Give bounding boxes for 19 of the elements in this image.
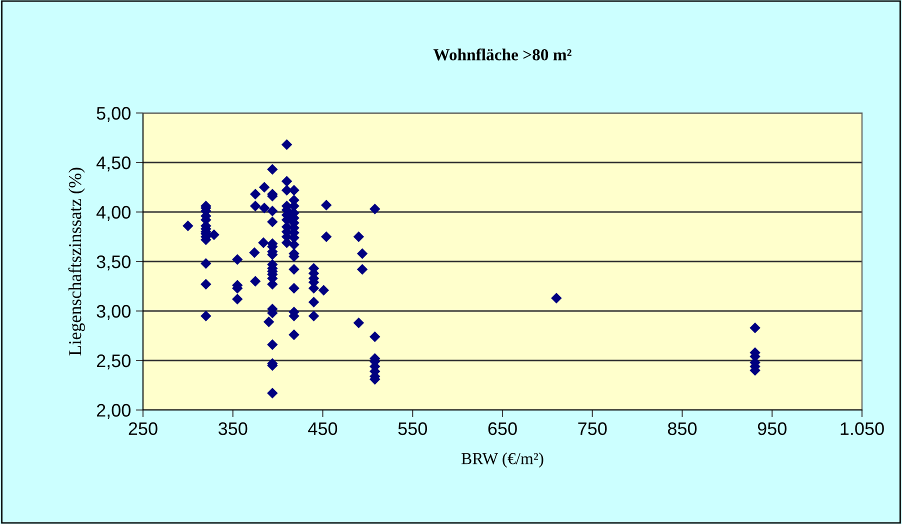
y-axis-title: Liegenschaftszinssatz (%) — [68, 168, 85, 356]
y-tick-label: 2,50 — [96, 354, 130, 370]
y-tick-label: 5,00 — [96, 106, 130, 122]
x-tick-label: 850 — [668, 422, 697, 436]
y-tick-label: 4,00 — [96, 206, 130, 221]
x-tick-label: 950 — [758, 422, 786, 436]
x-tick-label: 250 — [128, 422, 158, 436]
y-tick-label: 4,50 — [96, 156, 130, 172]
x-axis-title: BRW (€/m²) — [462, 452, 544, 468]
x-tick-label: 350 — [218, 422, 248, 436]
x-tick-label: 1.050 — [840, 422, 884, 436]
chart-title: Wohnfläche >80 m² — [433, 48, 572, 60]
x-tick-label: 650 — [488, 422, 517, 436]
x-tick-label: 550 — [398, 422, 427, 436]
y-tick-label: 3,50 — [96, 255, 130, 270]
y-tick-label: 3,00 — [96, 304, 130, 320]
y-tick-label: 2,00 — [96, 404, 130, 419]
x-tick-label: 750 — [578, 422, 607, 436]
x-tick-label: 450 — [308, 422, 338, 436]
